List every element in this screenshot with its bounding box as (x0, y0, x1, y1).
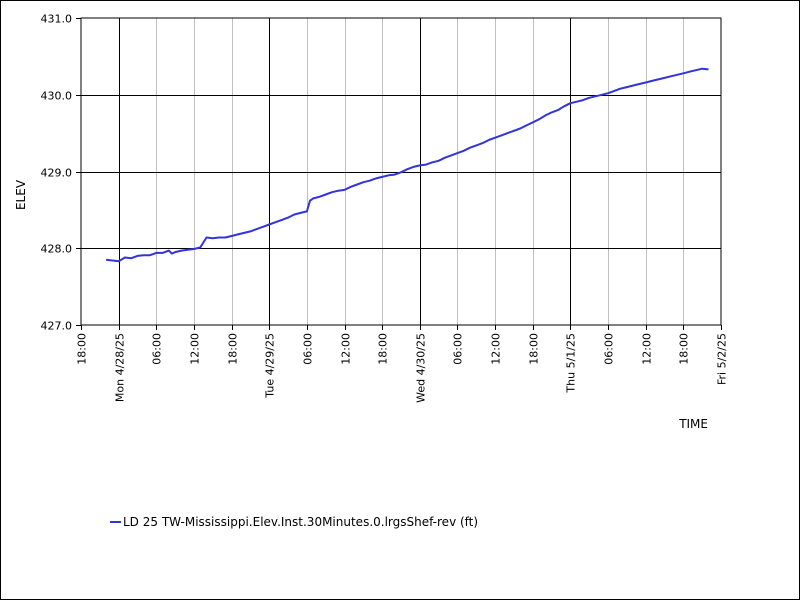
x-axis: 18:00 Mon 4/28/25 06:00 12:00 18:00 Tue 4/29/… (76, 325, 729, 403)
y-tick-label: 431.0 (41, 13, 73, 26)
x-tick-label: 12:00 (189, 333, 202, 365)
x-tick-label: 12:00 (340, 333, 353, 365)
x-tick-label: 18:00 (528, 333, 541, 365)
x-axis-title: TIME (678, 417, 708, 431)
y-tick-label: 430.0 (41, 90, 73, 103)
x-tick-label: Tue 4/29/25 (264, 333, 277, 399)
series-layer (105, 67, 709, 263)
x-tick-label: Mon 4/28/25 (114, 333, 127, 402)
y-tick-label: 428.0 (41, 243, 73, 256)
x-tick-label: 18:00 (76, 333, 89, 365)
series-line-0 (105, 67, 709, 263)
x-tick-label: 06:00 (302, 333, 315, 365)
x-tick-label: 12:00 (490, 333, 503, 365)
x-tick-label: 12:00 (641, 333, 654, 365)
x-tick-label: Wed 4/30/25 (415, 333, 428, 403)
x-tick-label: 18:00 (377, 333, 390, 365)
y-tick-label: 429.0 (41, 167, 73, 180)
x-tick-label: Fri 5/2/25 (716, 333, 729, 385)
y-axis-title: ELEV (14, 179, 28, 210)
legend-label: LD 25 TW-Mississippi.Elev.Inst.30Minutes… (123, 515, 479, 529)
legend-swatch (110, 521, 121, 523)
legend: LD 25 TW-Mississippi.Elev.Inst.30Minutes… (110, 514, 478, 530)
y-axis: 427.0 428.0 429.0 430.0 431.0 (41, 13, 81, 333)
x-tick-label: 18:00 (227, 333, 240, 365)
x-tick-label: 18:00 (678, 333, 691, 365)
x-tick-label: 06:00 (452, 333, 465, 365)
x-tick-label: Thu 5/1/25 (565, 333, 578, 394)
x-tick-label: 06:00 (151, 333, 164, 365)
y-tick-label: 427.0 (41, 320, 73, 333)
plot-area-border (80, 17, 722, 326)
grid-lines (81, 18, 721, 325)
x-tick-label: 06:00 (603, 333, 616, 365)
